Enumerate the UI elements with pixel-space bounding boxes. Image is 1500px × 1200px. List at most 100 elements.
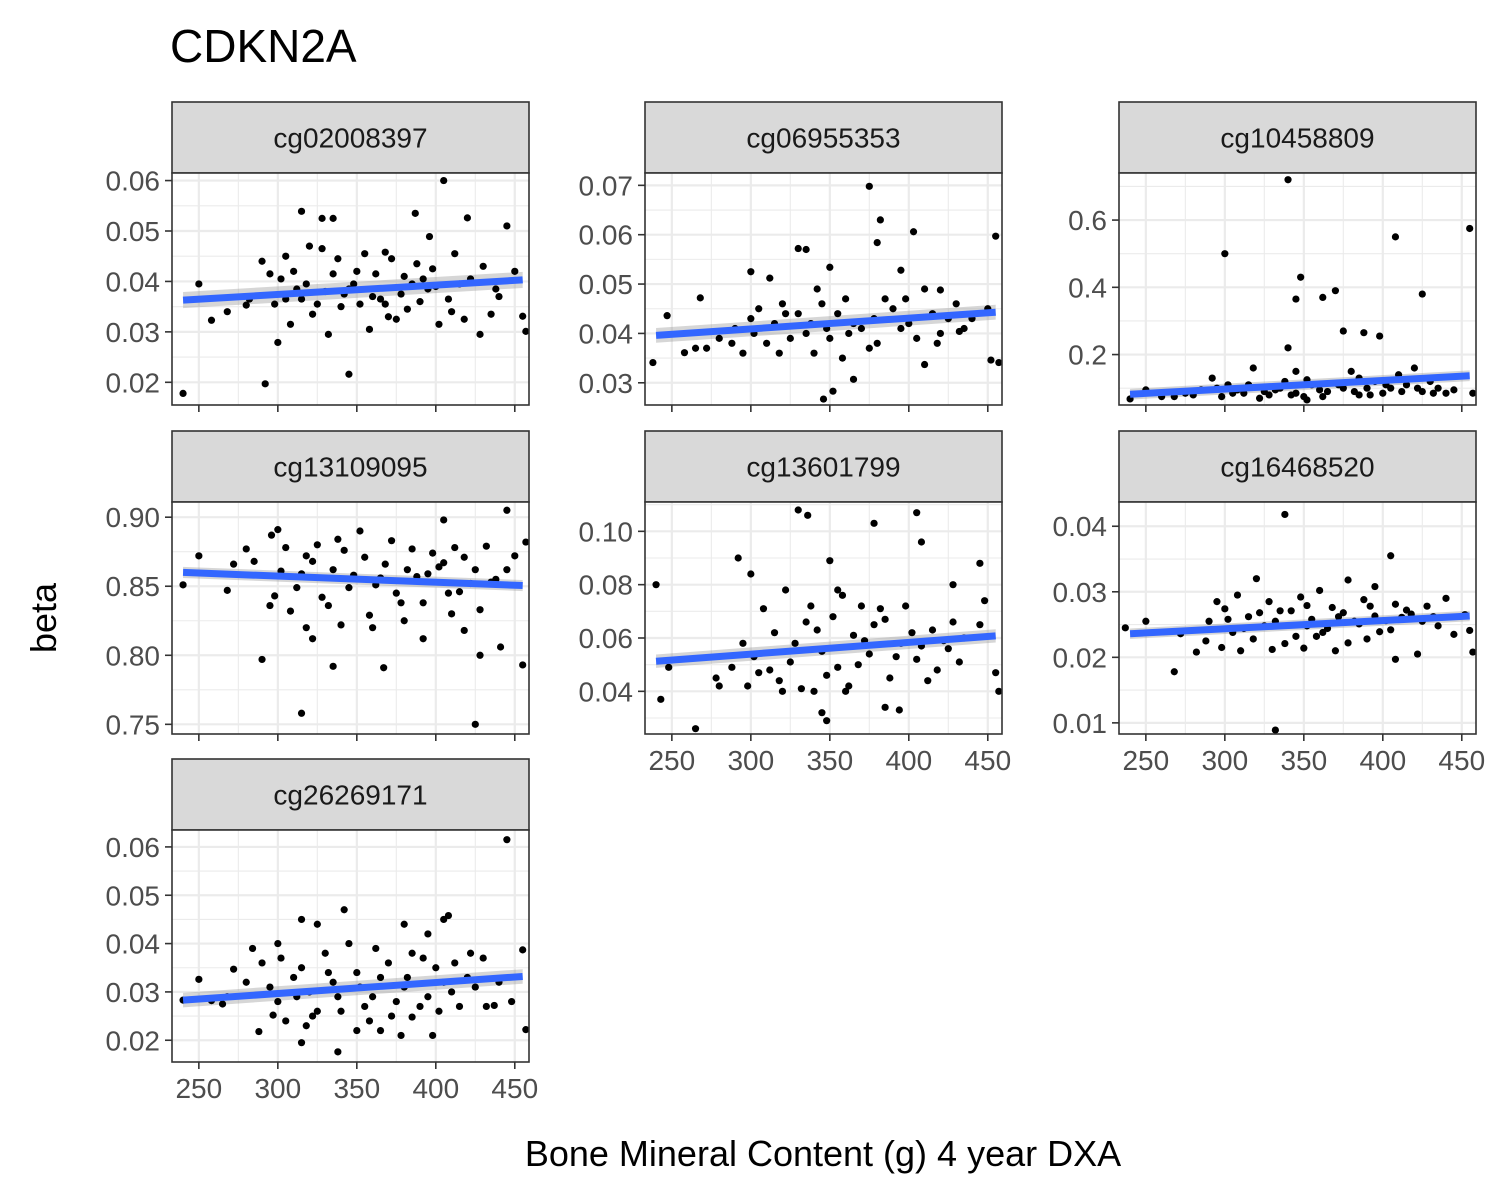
data-point xyxy=(936,329,944,338)
panel-plot-area xyxy=(645,502,1002,734)
data-point xyxy=(318,214,326,222)
panel-plot-area xyxy=(645,173,1002,405)
data-point xyxy=(376,295,385,303)
data-point xyxy=(1331,287,1340,295)
data-point xyxy=(913,509,921,517)
data-point xyxy=(356,527,364,535)
data-point xyxy=(1300,644,1308,652)
data-point xyxy=(255,1027,263,1036)
data-point xyxy=(823,671,831,679)
data-point xyxy=(1363,635,1371,643)
data-point xyxy=(451,543,459,552)
panel-border xyxy=(1118,501,1477,735)
data-point xyxy=(849,631,858,639)
data-point xyxy=(1271,726,1279,734)
data-point xyxy=(408,1013,416,1021)
x-tick-label: 350 xyxy=(1280,745,1327,776)
data-point xyxy=(353,968,361,977)
data-point xyxy=(1469,389,1476,397)
facet-panel-cg02008397: cg02008397 0.02 0.03 0.04 0.05 0.06 xyxy=(106,101,530,412)
data-point xyxy=(416,298,424,306)
data-point xyxy=(290,267,298,275)
data-point xyxy=(447,308,456,316)
data-point xyxy=(476,651,484,659)
data-point xyxy=(503,566,511,574)
data-point xyxy=(392,589,400,597)
data-point xyxy=(902,295,910,303)
data-point xyxy=(995,687,1002,695)
data-point xyxy=(508,997,516,1006)
data-point xyxy=(308,1012,317,1020)
data-point xyxy=(1442,389,1450,397)
data-point xyxy=(345,584,353,592)
data-point xyxy=(1334,613,1343,621)
data-point xyxy=(369,624,377,632)
data-point xyxy=(1192,648,1201,656)
data-point xyxy=(987,356,995,364)
data-point xyxy=(361,250,369,258)
facet-strip-label: cg06955353 xyxy=(746,123,900,154)
data-point xyxy=(818,709,826,717)
data-point xyxy=(1249,364,1257,372)
data-point xyxy=(340,906,348,914)
data-point xyxy=(1233,591,1242,599)
data-point xyxy=(1391,233,1400,241)
data-point xyxy=(242,545,250,553)
y-tick-label: 0.2 xyxy=(1068,340,1107,371)
data-point xyxy=(179,389,187,397)
data-point xyxy=(1434,384,1442,392)
data-point xyxy=(302,624,310,632)
data-point xyxy=(207,316,216,324)
y-tick-label: 0.85 xyxy=(106,571,161,602)
data-point xyxy=(1287,391,1295,399)
data-point xyxy=(387,537,396,545)
data-point xyxy=(290,973,298,982)
data-point xyxy=(876,605,884,613)
data-point xyxy=(1297,593,1305,601)
data-point xyxy=(1319,392,1327,401)
data-point xyxy=(739,639,747,647)
data-point xyxy=(230,965,238,973)
facet-panel-cg13109095: cg13109095 0.75 0.80 0.85 0.90 xyxy=(106,430,530,741)
data-point xyxy=(834,310,842,318)
facet-panel-cg26269171: cg26269171 0.02 0.03 0.04 0.05 0.06 250 300 350 4… xyxy=(106,758,538,1104)
data-point xyxy=(1319,628,1327,637)
data-point xyxy=(1281,510,1289,519)
data-point xyxy=(408,545,416,553)
data-point xyxy=(230,560,238,568)
data-point xyxy=(471,983,479,991)
x-tick-label: 450 xyxy=(491,1073,538,1104)
y-tick-label: 0.6 xyxy=(1068,205,1107,236)
data-point xyxy=(1221,250,1229,258)
data-point xyxy=(865,650,873,658)
data-point xyxy=(381,248,389,256)
x-tick-label: 400 xyxy=(885,745,932,776)
data-point xyxy=(419,635,427,643)
data-point xyxy=(881,295,889,303)
data-point xyxy=(1350,387,1358,396)
data-point xyxy=(511,552,519,560)
data-point xyxy=(460,315,468,323)
data-point xyxy=(522,538,529,546)
data-point xyxy=(380,664,388,672)
data-point xyxy=(451,959,459,967)
data-point xyxy=(829,387,837,395)
data-point xyxy=(1366,602,1374,610)
data-point xyxy=(337,1007,345,1015)
data-point xyxy=(1205,617,1213,625)
facet-strip-label: cg26269171 xyxy=(273,780,427,811)
data-point xyxy=(1323,387,1332,396)
data-point xyxy=(471,720,479,728)
data-point xyxy=(440,176,448,185)
data-point xyxy=(1360,329,1368,337)
data-point xyxy=(775,349,783,357)
data-point xyxy=(794,506,802,514)
data-point xyxy=(297,295,306,303)
data-point xyxy=(1366,391,1374,399)
data-point xyxy=(384,313,393,321)
data-point xyxy=(369,993,377,1001)
data-point xyxy=(308,635,317,643)
data-point xyxy=(482,542,490,550)
data-point xyxy=(892,653,900,661)
